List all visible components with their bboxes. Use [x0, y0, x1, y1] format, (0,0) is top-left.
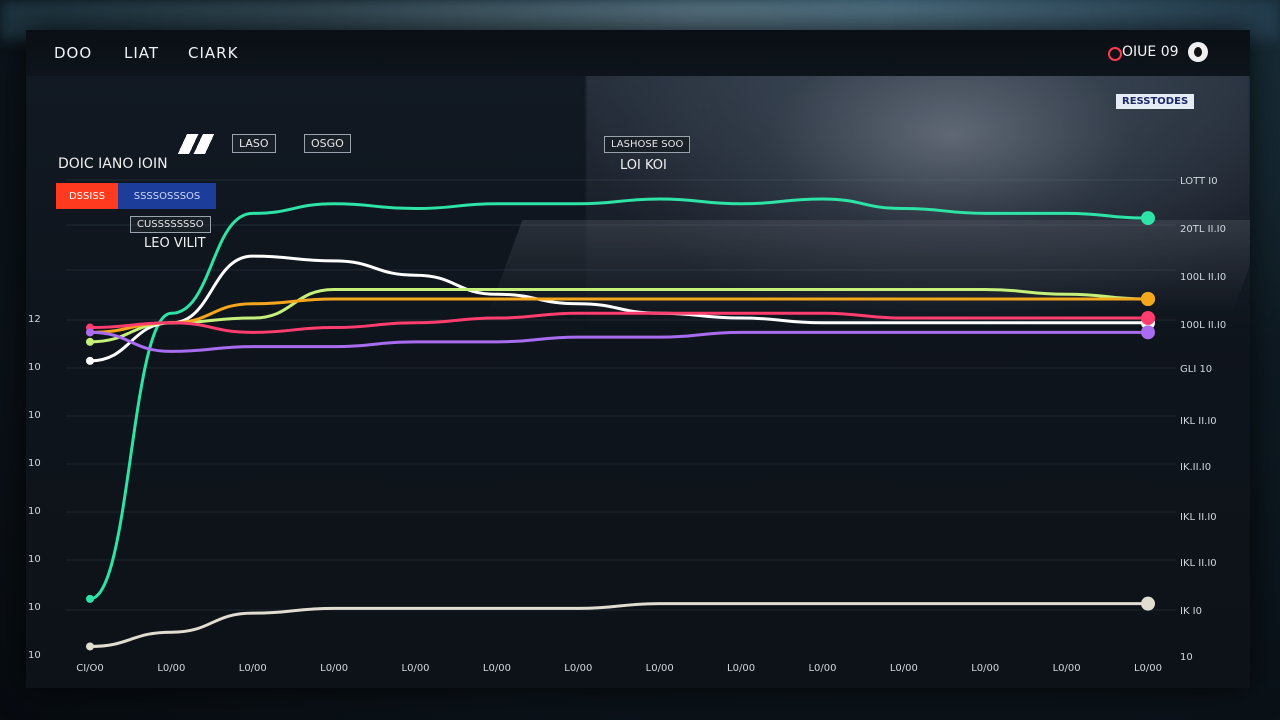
settings-icon[interactable]	[1188, 42, 1208, 62]
x-tick-label: L0/00	[971, 663, 999, 674]
y-tick-label-right: 100L II.I0	[1180, 320, 1226, 331]
chart-grid	[66, 179, 1176, 611]
chart-ticks: CI/O0 L0/00 L0/00 L0/00 L0/00 L0/00 L0/00 L0/00…	[28, 176, 1226, 674]
x-tick-label: L0/00	[402, 663, 430, 674]
series-end-point-1	[1141, 211, 1155, 226]
x-tick-label: L0/00	[1134, 663, 1162, 674]
series-end-point-7	[1141, 596, 1155, 611]
series-start-point-1	[86, 594, 94, 603]
x-tick-label: L0/00	[890, 663, 918, 674]
x-tick-label: L0/00	[239, 663, 267, 674]
nav-item-3[interactable]: CIARK	[188, 44, 239, 62]
y-tick-label-right: 20TL II.I0	[1180, 224, 1226, 235]
x-tick-label: L0/00	[1053, 663, 1081, 674]
y-tick-label-left: 12	[28, 314, 41, 325]
filter-chip-2[interactable]: OSGO	[304, 134, 351, 153]
stripes-icon	[178, 134, 214, 154]
x-tick-label: L0/00	[320, 663, 348, 674]
series-line-1	[88, 197, 1150, 601]
legend-blue[interactable]: SSSSOSSSOS	[118, 183, 216, 209]
legend-red[interactable]: DSSISS	[56, 183, 118, 209]
live-indicator-icon	[1108, 47, 1122, 61]
y-tick-label-right: IKL II.I0	[1180, 512, 1217, 523]
y-tick-label-left: 10	[28, 506, 41, 517]
series-line-6	[88, 330, 1150, 353]
y-tick-label-right: 10	[1180, 652, 1193, 663]
series-line-5	[88, 311, 1150, 334]
series-line-4	[88, 297, 1150, 334]
y-tick-label-right: IK I0	[1180, 606, 1202, 617]
series-start-point-7	[86, 642, 94, 651]
x-tick-label: L0/00	[646, 663, 674, 674]
center-chip: LASHOSE SOO	[604, 136, 691, 153]
filter-chip-1[interactable]: LASO	[232, 134, 276, 153]
y-tick-label-left: 10	[28, 602, 41, 613]
series-line-7	[88, 602, 1150, 648]
series-start-point-3	[86, 337, 94, 346]
chart-lines	[86, 197, 1155, 651]
series-line-3	[88, 287, 1150, 344]
y-tick-label-right: 100L II.I0	[1180, 272, 1226, 283]
y-tick-label-left: 10	[28, 362, 41, 373]
y-tick-label-right: GLI 10	[1180, 364, 1212, 375]
series-start-point-2	[86, 356, 94, 365]
line-chart: CI/O0 L0/00 L0/00 L0/00 L0/00 L0/00 L0/00 L0/00…	[28, 176, 1226, 674]
x-tick-label: L0/00	[564, 663, 592, 674]
legend-chip: CUSSSSSSSO	[130, 216, 211, 233]
y-tick-label-right: IKL II.I0	[1180, 558, 1217, 569]
series-end-point-5	[1141, 311, 1155, 326]
chart-panel: DOO LIAT CIARK OIUE 09 RESSTODES LASO OS…	[26, 30, 1250, 688]
x-tick-label: L0/00	[157, 663, 185, 674]
x-tick-label: L0/00	[808, 663, 836, 674]
y-tick-label-right: IK.II.I0	[1180, 462, 1211, 473]
nav-item-2[interactable]: LIAT	[124, 44, 160, 62]
x-tick-label: L0/00	[727, 663, 755, 674]
chart-title: DOIC IANO IOIN	[58, 156, 168, 172]
series-start-point-6	[86, 328, 94, 337]
series-end-point-4	[1141, 292, 1155, 306]
y-tick-label-left: 10	[28, 650, 41, 661]
center-label: LOI KOI	[620, 158, 667, 173]
y-tick-label-right: IKL II.I0	[1180, 416, 1217, 427]
nav-item-1[interactable]: DOO	[54, 44, 93, 62]
y-tick-label-left: 10	[28, 554, 41, 565]
legend-sub-label: LEO VILIT	[144, 236, 206, 251]
series-end-point-6	[1141, 325, 1155, 340]
sponsor-badge: RESSTODES	[1116, 94, 1195, 109]
status-text: OIUE 09	[1122, 44, 1179, 60]
x-tick-label: CI/O0	[76, 663, 104, 674]
x-tick-label: L0/00	[483, 663, 511, 674]
y-tick-label-left: 10	[28, 410, 41, 421]
y-tick-label-left: 10	[28, 458, 41, 469]
series-line-2	[88, 254, 1150, 363]
y-tick-label-right: LOTT I0	[1180, 176, 1218, 187]
top-bar: DOO LIAT CIARK OIUE 09	[26, 30, 1250, 76]
